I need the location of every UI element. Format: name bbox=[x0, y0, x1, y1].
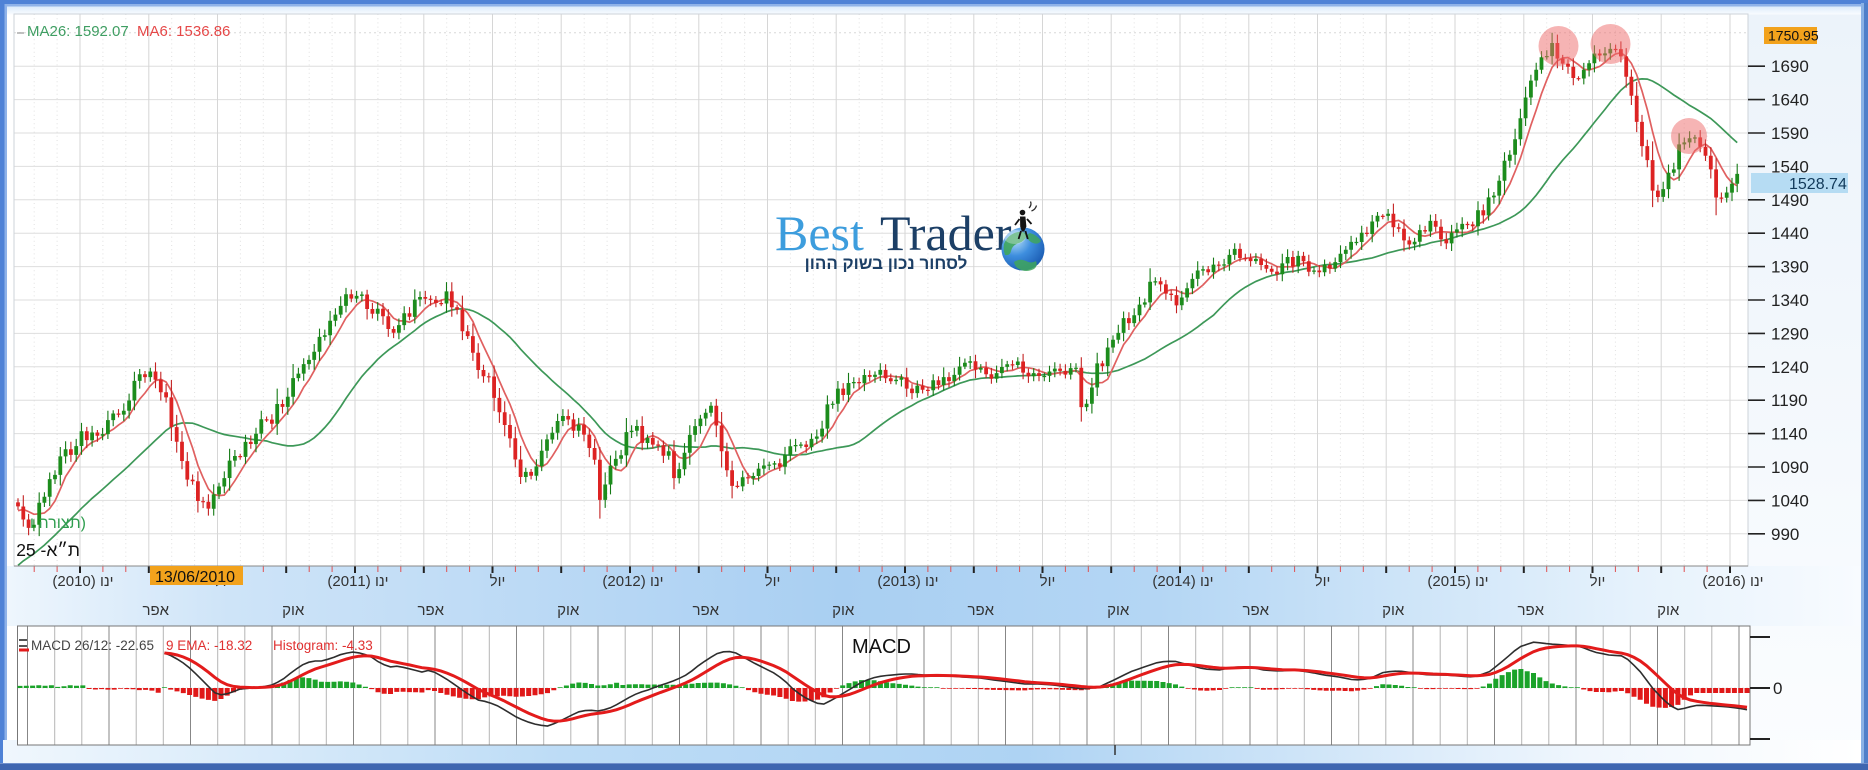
svg-text:‫ינו (2016)‬: ‫ינו (2016)‬ bbox=[1702, 573, 1763, 590]
svg-text:אוק: אוק bbox=[1657, 602, 1680, 619]
svg-text:9 EMA: -18.32: 9 EMA: -18.32 bbox=[166, 638, 252, 653]
svg-text:1390: 1390 bbox=[1771, 258, 1809, 277]
svg-text:1440: 1440 bbox=[1771, 224, 1809, 243]
svg-text:אפר: אפר bbox=[418, 602, 445, 619]
svg-text:Best: Best bbox=[775, 205, 864, 261]
svg-text:יול: יול bbox=[765, 573, 781, 590]
svg-text:‫ינו (2013)‬: ‫ינו (2013)‬ bbox=[877, 573, 938, 590]
svg-text:MA6: 1536.86: MA6: 1536.86 bbox=[137, 23, 230, 40]
svg-text:‫ינו (2010)‬: ‫ינו (2010)‬ bbox=[52, 573, 113, 590]
svg-text:1690: 1690 bbox=[1771, 57, 1809, 76]
svg-text:אפר: אפר bbox=[143, 602, 170, 619]
svg-text:אפר: אפר bbox=[1243, 602, 1270, 619]
svg-text:Histogram: -4.33: Histogram: -4.33 bbox=[273, 638, 373, 653]
svg-text:אפר: אפר bbox=[968, 602, 995, 619]
svg-text:אפר: אפר bbox=[693, 602, 720, 619]
svg-text:‫(תצורה ו‬: ‫(תצורה ו‬ bbox=[30, 515, 86, 532]
svg-text:אוק: אוק bbox=[1107, 602, 1130, 619]
svg-text:Trader: Trader bbox=[880, 205, 1012, 261]
svg-text:1340: 1340 bbox=[1771, 291, 1809, 310]
svg-text:1590: 1590 bbox=[1771, 124, 1809, 143]
svg-text:990: 990 bbox=[1771, 525, 1799, 544]
svg-text:1290: 1290 bbox=[1771, 324, 1809, 343]
svg-text:0: 0 bbox=[1773, 679, 1782, 698]
svg-text:1090: 1090 bbox=[1771, 458, 1809, 477]
svg-text:1040: 1040 bbox=[1771, 491, 1809, 510]
svg-text:MACD: MACD bbox=[852, 636, 911, 658]
svg-text:MACD 26/12: -22.65: MACD 26/12: -22.65 bbox=[31, 638, 154, 653]
svg-text:‫ינו (2012)‬: ‫ינו (2012)‬ bbox=[602, 573, 663, 590]
svg-text:יול: יול bbox=[490, 573, 506, 590]
svg-text:‫ינו (2015)‬: ‫ינו (2015)‬ bbox=[1427, 573, 1488, 590]
svg-text:אוק: אוק bbox=[1382, 602, 1405, 619]
svg-text:‫ת״א- 25‬: ‫ת״א- 25‬ bbox=[16, 540, 80, 560]
svg-text:‫ינו (2014)‬: ‫ינו (2014)‬ bbox=[1152, 573, 1213, 590]
svg-text:13/06/2010: 13/06/2010 bbox=[155, 569, 235, 586]
svg-text:1528.74: 1528.74 bbox=[1789, 176, 1847, 193]
svg-text:אוק: אוק bbox=[832, 602, 855, 619]
svg-text:אפר: אפר bbox=[1518, 602, 1545, 619]
svg-text:1190: 1190 bbox=[1771, 391, 1808, 410]
svg-text:1240: 1240 bbox=[1771, 358, 1809, 377]
svg-text:MA26: 1592.07: MA26: 1592.07 bbox=[27, 23, 129, 40]
svg-text:‫ינו (2011)‬: ‫ינו (2011)‬ bbox=[327, 573, 388, 590]
svg-text:1640: 1640 bbox=[1771, 91, 1809, 110]
svg-text:1140: 1140 bbox=[1771, 425, 1808, 444]
svg-text:יול: יול bbox=[1315, 573, 1331, 590]
svg-text:אוק: אוק bbox=[282, 602, 305, 619]
svg-text:יול: יול bbox=[1040, 573, 1056, 590]
svg-text:1540: 1540 bbox=[1771, 157, 1809, 176]
svg-text:יול: יול bbox=[1590, 573, 1606, 590]
svg-text:לסחור נכון בשוק ההון: לסחור נכון בשוק ההון bbox=[805, 254, 968, 273]
svg-text:1490: 1490 bbox=[1771, 191, 1809, 210]
svg-text:1750.95: 1750.95 bbox=[1768, 28, 1819, 44]
svg-text:אוק: אוק bbox=[557, 602, 580, 619]
